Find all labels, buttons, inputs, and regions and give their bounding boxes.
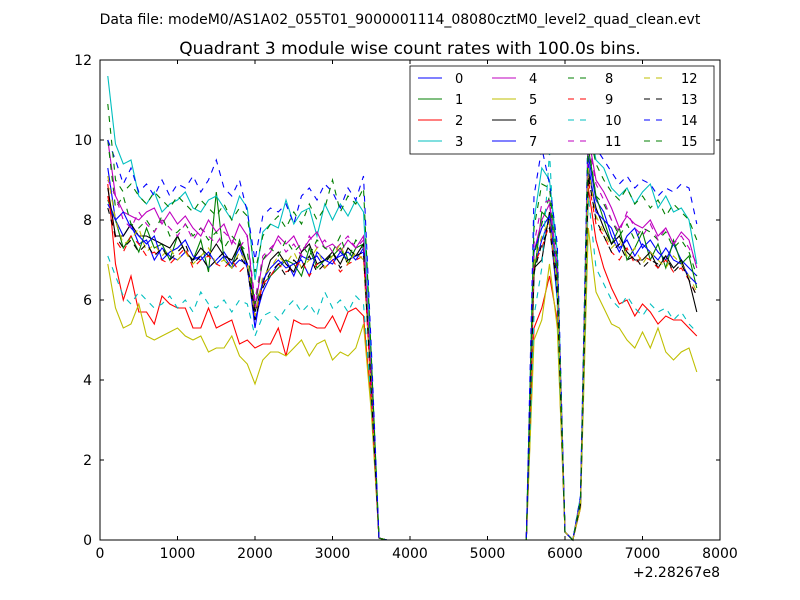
y-tick-label: 6 <box>83 293 92 309</box>
series-line-11 <box>107 139 698 542</box>
y-tick-label: 8 <box>83 213 92 229</box>
legend-label-4: 4 <box>529 72 537 87</box>
y-tick-label: 10 <box>74 133 92 149</box>
x-tick-label: 3000 <box>315 546 351 562</box>
chart-suptitle: Data file: modeM0/AS1A02_055T01_90000011… <box>100 12 701 28</box>
legend-label-15: 15 <box>681 135 698 150</box>
y-tick-label: 4 <box>83 373 92 389</box>
legend-label-11: 11 <box>605 135 622 150</box>
series-line-7 <box>107 163 698 542</box>
series-line-12 <box>107 167 698 542</box>
legend-label-5: 5 <box>529 93 537 108</box>
x-tick-label: 1000 <box>160 546 196 562</box>
legend-label-13: 13 <box>681 93 698 108</box>
legend-label-2: 2 <box>455 114 463 129</box>
x-tick-label: 5000 <box>470 546 506 562</box>
x-tick-label: 8000 <box>702 546 738 562</box>
legend-label-10: 10 <box>605 114 622 129</box>
x-tick-label: 2000 <box>237 546 273 562</box>
legend-label-3: 3 <box>455 135 463 150</box>
x-tick-label: 4000 <box>392 546 428 562</box>
y-tick-label: 0 <box>83 533 92 549</box>
legend-label-8: 8 <box>605 72 613 87</box>
x-tick-label: 0 <box>96 546 105 562</box>
plot-frame <box>99 59 721 541</box>
legend-label-12: 12 <box>681 72 698 87</box>
series-line-0 <box>107 155 698 542</box>
legend-label-6: 6 <box>529 114 537 129</box>
series-line-14 <box>107 111 698 542</box>
x-offset-label: +2.28267e8 <box>633 565 720 581</box>
y-tick-label: 12 <box>74 53 92 69</box>
series-line-8 <box>107 139 698 542</box>
plot-area: 0 1000 2000 3000 4000 5000 6000 7000 80000246810… <box>74 53 738 562</box>
legend-label-1: 1 <box>455 93 463 108</box>
x-tick-label: 6000 <box>547 546 583 562</box>
tick-layer: 0 1000 2000 3000 4000 5000 6000 7000 80000246810… <box>74 53 738 562</box>
x-tick-label: 7000 <box>625 546 661 562</box>
legend-label-0: 0 <box>455 72 463 87</box>
legend-label-7: 7 <box>529 135 537 150</box>
chart-title: Quadrant 3 module wise count rates with … <box>179 39 640 59</box>
series-line-13 <box>107 175 698 542</box>
series-line-5 <box>107 227 698 542</box>
legend-frame <box>409 65 715 155</box>
legend-label-9: 9 <box>605 93 613 108</box>
series-line-15 <box>107 103 698 542</box>
legend-label-14: 14 <box>681 114 698 129</box>
y-tick-label: 2 <box>83 453 92 469</box>
